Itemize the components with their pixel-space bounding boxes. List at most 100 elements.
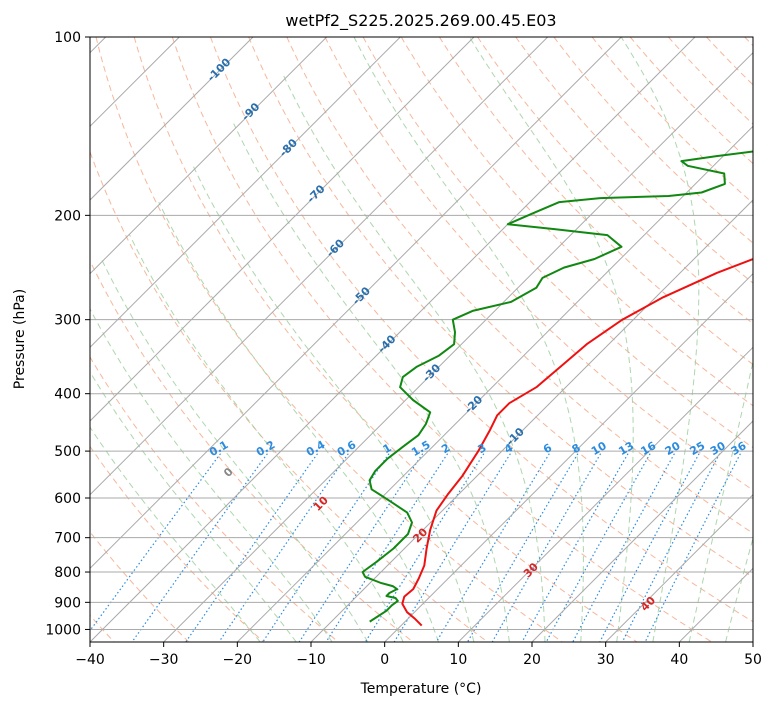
dry-adiabat-line: [90, 259, 414, 642]
mixing-ratio-label: 30: [708, 439, 728, 458]
dry-adiabat-label: 10: [311, 494, 331, 514]
mixing-ratio-line: [90, 453, 221, 632]
mixing-ratio-label: 0.6: [335, 438, 359, 459]
y-axis-ticks: 100 200 300 400 500 600 700 800 900 1000: [45, 30, 90, 638]
isotherm-label: -60: [324, 236, 347, 259]
isotherms: [90, 37, 753, 642]
y-tick-label: 400: [54, 387, 81, 403]
mixing-ratio-label: 8: [570, 441, 583, 456]
isotherm-line: [90, 37, 254, 201]
mixing-ratio-label: 25: [688, 439, 708, 458]
x-tick-label: 0: [380, 652, 389, 668]
dewpoint-trace: [361, 150, 753, 623]
x-tick-label: 10: [449, 652, 467, 668]
x-tick-label: 20: [523, 652, 541, 668]
dry-adiabat-line: [591, 37, 753, 204]
dry-adiabat-line: [90, 445, 264, 642]
mixing-ratio-label: 0.4: [304, 438, 328, 459]
y-tick-label: 600: [54, 491, 81, 507]
dry-adiabat-line: [95, 37, 563, 642]
chart-title: wetPf2_S225.2025.269.00.45.E03: [285, 11, 556, 31]
dry-adiabat-line: [706, 37, 753, 86]
moist-adiabat-line: [90, 308, 333, 642]
moist-adiabat-line: [128, 233, 404, 642]
dry-adiabat-line: [553, 37, 753, 244]
mixing-ratio-line: [599, 453, 700, 642]
x-tick-label: 30: [597, 652, 615, 668]
isotherm-label: -40: [375, 332, 398, 355]
y-tick-label: 900: [54, 595, 81, 611]
moist-adiabat-line: [281, 72, 546, 642]
dry-adiabat-label: 30: [521, 560, 541, 580]
mixing-ratio-line: [644, 453, 741, 642]
dry-adiabat-label: 40: [638, 594, 658, 614]
moist-adiabat-line: [725, 536, 753, 642]
y-tick-label: 700: [54, 531, 81, 547]
isotherm-line: [310, 199, 753, 642]
mixing-ratio-label: 6: [541, 441, 554, 456]
mixing-ratio-label: 1: [381, 441, 394, 456]
mixing-ratio-line: [218, 453, 349, 642]
isotherm-line: [90, 37, 549, 496]
dry-adiabat-line: [210, 37, 753, 623]
x-tick-label: 40: [670, 652, 688, 668]
mixing-ratio-label: 20: [663, 439, 683, 458]
isotherm-line: [678, 567, 753, 642]
moist-adiabat-line: [158, 201, 439, 642]
mixing-ratio-line: [298, 453, 424, 642]
mixing-ratio-line: [621, 453, 721, 642]
y-tick-label: 800: [54, 565, 81, 581]
mixing-ratio-line: [262, 453, 390, 642]
x-tick-label: −20: [223, 652, 253, 668]
isotherm-label: -90: [239, 100, 262, 123]
dry-adiabat-line: [133, 37, 638, 642]
y-tick-label: 200: [54, 208, 81, 224]
isotherm-line: [90, 37, 622, 570]
mixing-ratio-line: [325, 453, 449, 642]
moist-adiabat-line: [99, 256, 369, 642]
y-tick-label: 1000: [45, 622, 81, 638]
moist-adiabat-line: [233, 123, 510, 642]
moist-adiabat-line: [90, 426, 261, 642]
dry-adiabat-line: [90, 356, 339, 642]
isotherm-line: [457, 346, 753, 642]
mixing-ratio-line: [364, 453, 485, 642]
dry-adiabat-label: 0: [221, 465, 236, 480]
y-tick-label: 100: [54, 30, 81, 46]
dry-adiabat-line: [286, 37, 753, 534]
x-tick-label: −40: [75, 652, 105, 668]
mixing-ratio-line: [466, 453, 579, 642]
mixing-ratio-label: 2: [439, 441, 452, 456]
y-axis-label: Pressure (hPa): [12, 289, 28, 389]
x-tick-label: −10: [296, 652, 326, 668]
isotherm-line: [531, 420, 753, 642]
mixing-ratio-label: 16: [639, 439, 659, 458]
moist-adiabats: [90, 37, 753, 642]
mixing-ratio-line: [131, 453, 268, 642]
isotherm-label: -20: [462, 393, 485, 416]
isotherm-line: [90, 37, 328, 275]
moist-adiabat-line: [688, 358, 753, 642]
isotherm-line: [605, 493, 753, 642]
isotherm-line: [90, 37, 475, 422]
mixing-ratio-label: 0.2: [254, 438, 277, 459]
moist-adiabat-line: [90, 370, 297, 642]
moist-adiabat-line: [469, 37, 634, 642]
isotherm-line: [384, 272, 753, 642]
isotherm-line: [90, 37, 696, 642]
mixing-ratio-lines: [90, 453, 741, 642]
dry-adiabat-line: [324, 37, 753, 491]
isotherm-line: [90, 37, 401, 349]
dry-adiabat-line: [400, 37, 753, 407]
mixing-ratio-line: [545, 453, 651, 642]
dry-adiabat-line: [438, 37, 753, 366]
x-axis-ticks: −40 −30 −20 −10 0 10 20 30 40 50: [75, 642, 762, 668]
temperature-trace: [401, 258, 753, 627]
dry-adiabat-line: [90, 531, 190, 642]
profile-series: [361, 150, 753, 627]
dry-adiabat-line: [248, 37, 753, 578]
mixing-ratio-line: [393, 453, 511, 642]
dry-adiabat-line: [171, 37, 712, 642]
x-tick-label: −30: [149, 652, 179, 668]
